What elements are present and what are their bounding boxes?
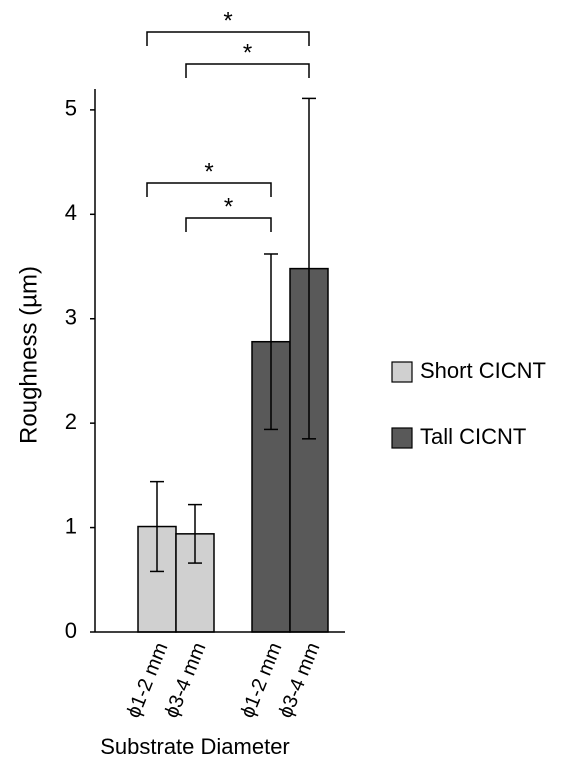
significance-label: * xyxy=(243,39,252,66)
significance-bracket xyxy=(185,217,272,232)
significance-label: * xyxy=(204,158,213,185)
significance-label: * xyxy=(224,193,233,220)
legend-label: Short CICNT xyxy=(420,358,546,383)
x-axis-label: Substrate Diameter xyxy=(100,734,290,759)
y-tick-label: 1 xyxy=(65,513,77,538)
y-tick-label: 5 xyxy=(65,96,77,121)
legend-label: Tall CICNT xyxy=(420,424,526,449)
significance-bracket xyxy=(185,63,310,78)
significance-label: * xyxy=(223,7,232,34)
significance-bracket xyxy=(146,182,272,197)
legend-swatch xyxy=(391,427,413,449)
legend-swatch xyxy=(391,361,413,383)
y-tick-label: 3 xyxy=(65,305,77,330)
y-tick-label: 0 xyxy=(65,618,77,643)
significance-bracket xyxy=(146,31,310,46)
y-axis-label: Roughness (µm) xyxy=(15,266,42,444)
y-tick-label: 4 xyxy=(65,200,77,225)
y-tick-label: 2 xyxy=(65,409,77,434)
